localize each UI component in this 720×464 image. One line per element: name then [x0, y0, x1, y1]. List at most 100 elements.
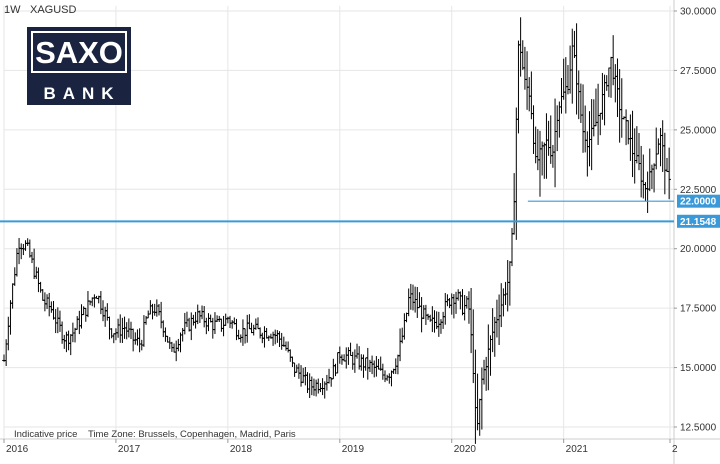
ohlc-bar: [314, 379, 318, 397]
ohlc-bar: [432, 310, 437, 333]
ohlc-bar: [4, 339, 8, 367]
ohlc-bar: [540, 141, 544, 176]
x-tick-label: 2021: [566, 444, 589, 455]
ohlc-bar: [594, 88, 598, 127]
ohlc-bar: [546, 120, 551, 156]
ohlc-bar: [73, 327, 77, 343]
ohlc-bar: [170, 341, 174, 352]
ohlc-bar: [460, 289, 465, 316]
ohlc-bar: [241, 319, 245, 346]
ohlc-bar: [589, 99, 594, 171]
ohlc-bar: [650, 164, 654, 189]
ohlc-bar: [221, 315, 226, 337]
ohlc-bar: [619, 78, 624, 138]
ohlc-bar: [630, 110, 635, 178]
ohlc-bar: [383, 370, 387, 383]
ohlc-bar: [25, 238, 30, 246]
ohlc-bar: [576, 70, 581, 120]
ohlc-bar: [591, 99, 596, 137]
ohlc-bar: [518, 17, 523, 77]
ohlc-bar: [398, 328, 402, 362]
ohlc-bar: [335, 352, 340, 374]
ohlc-bar: [365, 347, 370, 380]
ohlc-bar: [299, 365, 303, 387]
logo-line2: BANK: [43, 84, 120, 103]
ohlc-bar: [464, 296, 469, 309]
ohlc-bar: [559, 78, 564, 114]
ohlc-bar: [615, 58, 620, 117]
ohlc-bar: [142, 315, 146, 347]
logo-frame: [31, 31, 127, 73]
ohlc-bar: [288, 349, 293, 362]
ohlc-bar: [310, 376, 314, 396]
ohlc-bar: [439, 319, 443, 334]
ohlc-bar: [185, 311, 189, 328]
ohlc-bar: [409, 283, 413, 310]
symbol-label[interactable]: XAGUSD: [30, 4, 77, 16]
x-tick-label: 2: [672, 444, 678, 455]
ohlc-bar: [12, 267, 17, 286]
ohlc-bar: [635, 126, 639, 164]
y-tick-label: 15.0000: [680, 363, 717, 374]
ohlc-bar: [501, 288, 506, 317]
ohlc-bar: [458, 291, 463, 310]
ohlc-bar: [607, 67, 611, 98]
saxo-bank-logo: SAXO BANK: [27, 27, 131, 105]
ohlc-bar: [90, 297, 95, 307]
ohlc-bar: [206, 313, 211, 332]
ohlc-bar: [553, 98, 557, 188]
ohlc-bar: [658, 127, 663, 167]
ohlc-bar: [10, 283, 15, 309]
ohlc-bar: [561, 58, 566, 100]
ohlc-bar: [570, 28, 575, 104]
ohlc-bar: [473, 349, 478, 444]
ohlc-bar: [331, 358, 336, 380]
y-tick-label: 30.0000: [680, 7, 717, 18]
price-tag-label: 21.1548: [680, 217, 717, 228]
ohlc-bar: [198, 310, 202, 324]
ohlc-bar: [344, 347, 349, 369]
ohlc-bar: [542, 142, 547, 179]
ohlc-bar: [103, 306, 107, 327]
x-tick-label: 2018: [230, 444, 253, 455]
ohlc-bar: [643, 182, 648, 202]
ohlc-bar: [611, 35, 615, 86]
ohlc-bar: [109, 328, 114, 339]
ohlc-bar: [290, 356, 295, 367]
ohlc-bar: [579, 83, 583, 123]
ohlc-bar: [477, 398, 482, 436]
ohlc-bar: [40, 289, 45, 301]
ohlc-bar: [238, 334, 243, 343]
ohlc-bar: [609, 56, 613, 98]
ohlc-bar: [467, 291, 471, 324]
timeframe-label[interactable]: 1W: [4, 4, 21, 16]
y-tick-label: 25.0000: [680, 125, 717, 136]
ohlc-bar: [353, 349, 357, 373]
price-tags: 22.0000 21.1548: [677, 194, 720, 228]
ohlc-bar: [305, 372, 310, 394]
ohlc-bar: [475, 373, 480, 431]
ohlc-bar: [342, 354, 346, 362]
ohlc-bar: [411, 284, 415, 311]
ohlc-bar: [387, 373, 392, 384]
ohlc-bar: [333, 363, 338, 377]
ohlc-bar: [249, 322, 254, 334]
horizontal-lines[interactable]: [0, 200, 674, 223]
ohlc-bar: [604, 75, 609, 91]
ohlc-bar: [307, 373, 312, 399]
ohlc-bar: [19, 243, 24, 260]
ohlc-bar: [294, 364, 299, 373]
ohlc-bar: [402, 313, 407, 340]
ohlc-bar: [99, 291, 103, 315]
ohlc-bar: [378, 356, 383, 371]
ohlc-bar: [271, 331, 275, 346]
ohlc-bar: [419, 297, 424, 333]
ohlc-bar: [624, 109, 628, 146]
ohlc-bar: [230, 320, 234, 329]
ohlc-bar: [482, 359, 486, 385]
ohlc-bar: [359, 354, 364, 371]
ohlc-bar: [163, 327, 168, 342]
ohlc-bar: [370, 355, 374, 375]
